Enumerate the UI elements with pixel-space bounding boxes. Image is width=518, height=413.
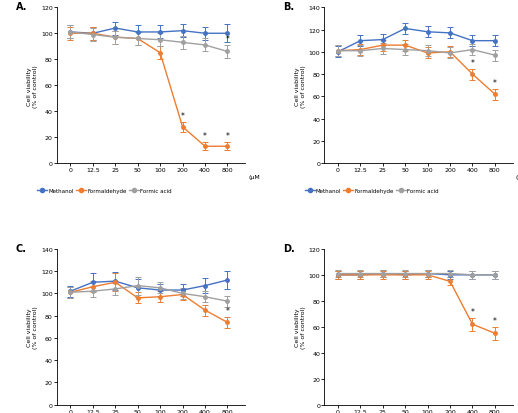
Text: *: * bbox=[470, 307, 474, 316]
Text: *: * bbox=[225, 35, 229, 44]
Y-axis label: Cell viability
(% of control): Cell viability (% of control) bbox=[295, 306, 306, 348]
Y-axis label: Cell viability
(% of control): Cell viability (% of control) bbox=[295, 65, 306, 107]
Text: (μM: (μM bbox=[515, 175, 518, 180]
Text: *: * bbox=[203, 132, 207, 141]
Legend: Methanol, Formaldehyde, Formic acid: Methanol, Formaldehyde, Formic acid bbox=[305, 188, 439, 193]
Text: *: * bbox=[225, 132, 229, 141]
Text: *: * bbox=[225, 306, 229, 316]
Text: (μM: (μM bbox=[248, 175, 260, 180]
Legend: Methanol, Formaldehyde, Formic acid: Methanol, Formaldehyde, Formic acid bbox=[37, 188, 171, 193]
Text: *: * bbox=[493, 316, 497, 325]
Text: *: * bbox=[470, 59, 474, 68]
Text: *: * bbox=[493, 79, 497, 88]
Text: D.: D. bbox=[283, 243, 295, 253]
Y-axis label: Cell viability
(% of control): Cell viability (% of control) bbox=[27, 306, 38, 348]
Text: B.: B. bbox=[283, 2, 294, 12]
Text: *: * bbox=[181, 112, 184, 120]
Y-axis label: Cell viability
(% of control): Cell viability (% of control) bbox=[27, 65, 38, 107]
Text: C.: C. bbox=[16, 243, 26, 253]
Text: A.: A. bbox=[16, 2, 27, 12]
